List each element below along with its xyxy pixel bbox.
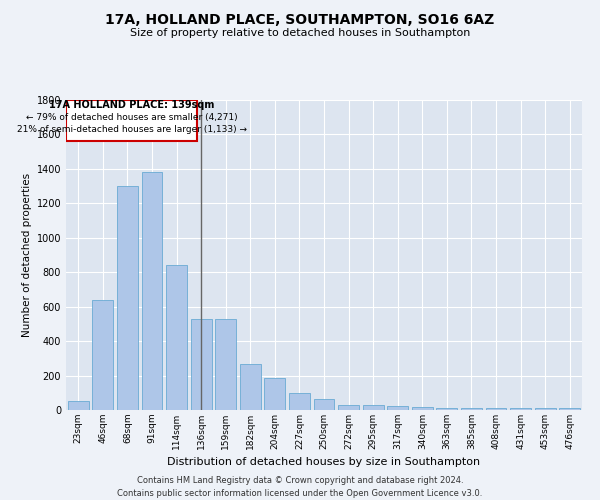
Y-axis label: Number of detached properties: Number of detached properties <box>22 173 32 337</box>
Bar <box>117 186 138 410</box>
Bar <box>436 408 457 410</box>
Bar <box>142 172 163 410</box>
Bar <box>510 408 531 410</box>
Text: 17A HOLLAND PLACE: 139sqm: 17A HOLLAND PLACE: 139sqm <box>49 100 215 110</box>
Bar <box>92 300 113 410</box>
Bar <box>412 408 433 410</box>
Text: Contains HM Land Registry data © Crown copyright and database right 2024.
Contai: Contains HM Land Registry data © Crown c… <box>118 476 482 498</box>
Bar <box>191 318 212 410</box>
Bar <box>461 408 482 410</box>
Bar <box>215 318 236 410</box>
Bar <box>68 402 89 410</box>
Bar <box>314 399 334 410</box>
Text: 21% of semi-detached houses are larger (1,133) →: 21% of semi-detached houses are larger (… <box>17 125 247 134</box>
Bar <box>240 364 261 410</box>
Bar <box>289 393 310 410</box>
Text: ← 79% of detached houses are smaller (4,271): ← 79% of detached houses are smaller (4,… <box>26 113 238 122</box>
Bar <box>535 408 556 410</box>
Bar <box>485 408 506 410</box>
Bar <box>338 405 359 410</box>
Text: Size of property relative to detached houses in Southampton: Size of property relative to detached ho… <box>130 28 470 38</box>
Bar <box>166 266 187 410</box>
X-axis label: Distribution of detached houses by size in Southampton: Distribution of detached houses by size … <box>167 458 481 468</box>
Bar <box>387 406 408 410</box>
Bar <box>265 378 286 410</box>
Text: 17A, HOLLAND PLACE, SOUTHAMPTON, SO16 6AZ: 17A, HOLLAND PLACE, SOUTHAMPTON, SO16 6A… <box>106 12 494 26</box>
Bar <box>362 405 383 410</box>
Bar <box>559 408 580 410</box>
Bar <box>67 100 197 141</box>
